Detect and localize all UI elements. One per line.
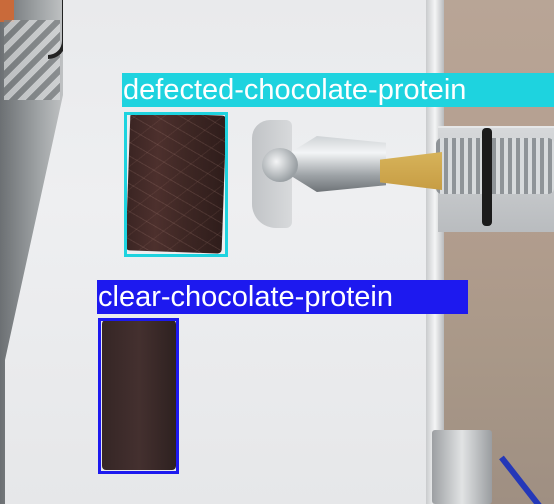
orange-corner [0, 0, 14, 22]
zip-tie [482, 128, 492, 226]
bbox-clear-chocolate-protein [98, 318, 179, 474]
metal-bracket [432, 430, 492, 504]
label-defected-chocolate-protein: defected-chocolate-protein [122, 73, 554, 107]
label-clear-chocolate-protein: clear-chocolate-protein [97, 280, 468, 314]
motor-collet [436, 138, 554, 194]
bbox-defected-chocolate-protein [124, 112, 228, 257]
metal-rails [4, 20, 60, 100]
clear-chocolate-bar [102, 320, 176, 470]
shaft-tip [262, 148, 298, 182]
metal-shaft [290, 136, 386, 192]
